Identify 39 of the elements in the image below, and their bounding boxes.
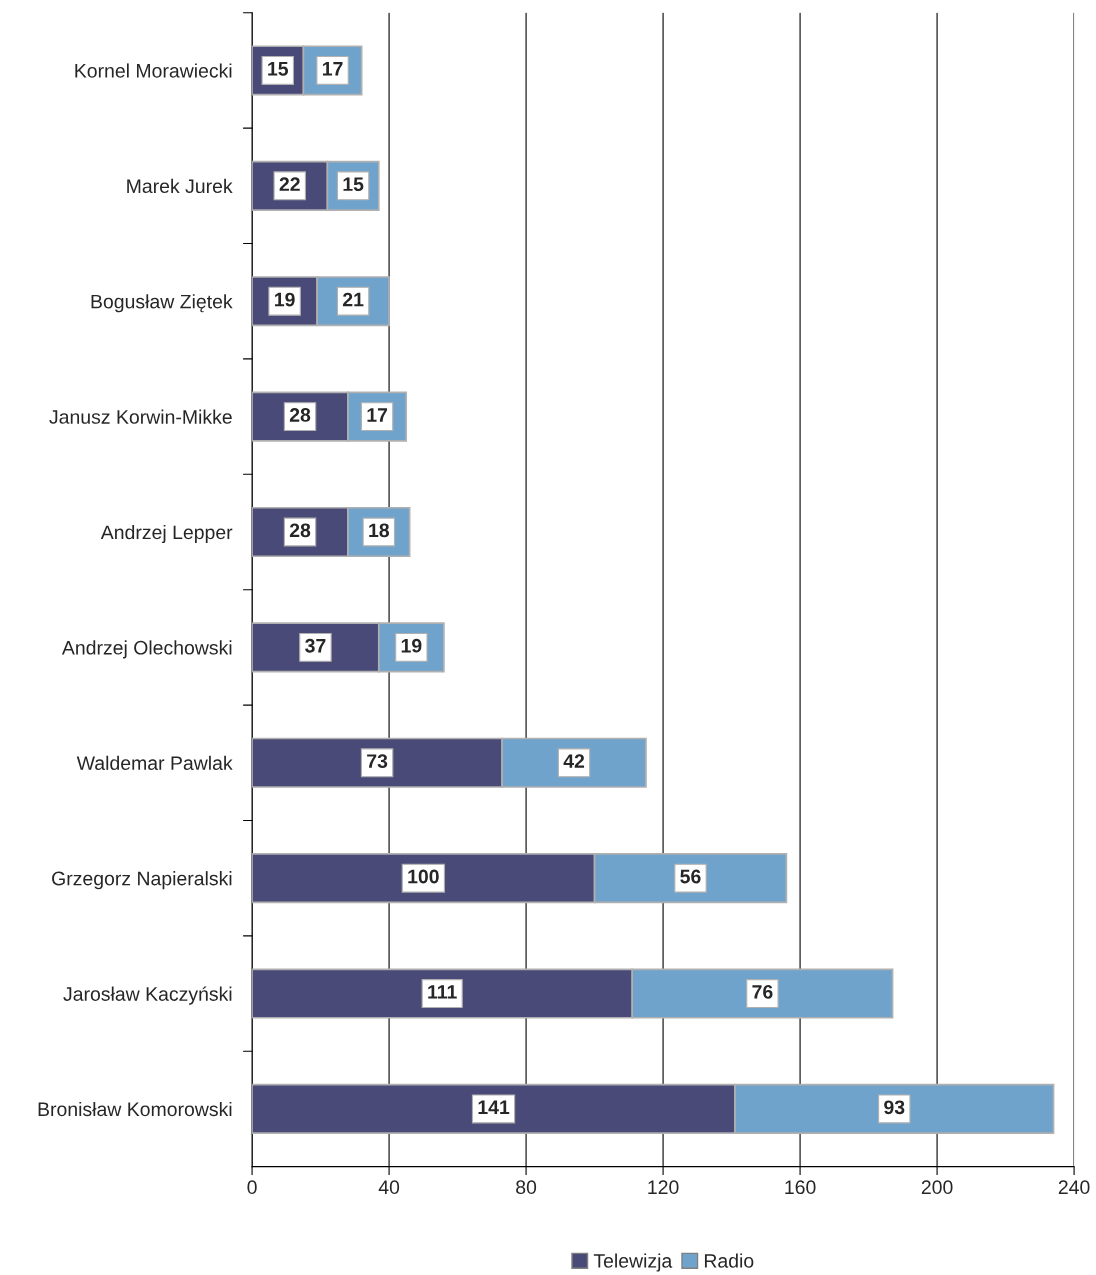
legend-label: Radio (704, 1253, 754, 1268)
legend-label: Telewizja (593, 1253, 673, 1272)
data-label: 17 (367, 408, 388, 422)
data-label: 42 (563, 754, 585, 768)
data-label: 19 (401, 638, 422, 653)
y-tick-label: Jarosław Kaczyński (63, 986, 232, 1005)
data-label: 19 (275, 292, 295, 307)
x-tick-label: 160 (785, 1180, 816, 1195)
x-tick-label: 240 (1058, 1180, 1090, 1195)
x-tick-label: 40 (378, 1180, 400, 1195)
data-label: 17 (322, 62, 343, 76)
data-label: 22 (279, 177, 300, 191)
data-label: 37 (305, 638, 326, 653)
y-tick-label: Bronisław Komorowski (38, 1101, 232, 1117)
data-label: 56 (680, 869, 701, 884)
x-tick-label: 200 (921, 1180, 953, 1195)
data-label: 141 (478, 1100, 510, 1114)
y-tick-label: Andrzej Olechowski (61, 640, 232, 659)
y-tick-label: Janusz Korwin-Mikke (49, 409, 232, 424)
y-tick-label: Andrzej Lepper (100, 524, 233, 544)
x-tick-label: 120 (648, 1180, 679, 1195)
data-label: 15 (268, 62, 289, 76)
data-label: 100 (408, 869, 439, 884)
data-label: 28 (289, 523, 311, 538)
data-label: 18 (369, 523, 390, 538)
y-tick-label: Grzegorz Napieralski (52, 871, 232, 890)
x-tick-label: 0 (247, 1180, 257, 1195)
x-tick-label: 80 (516, 1180, 537, 1195)
y-tick-label: Marek Jurek (127, 178, 233, 194)
data-label: 93 (884, 1100, 905, 1115)
data-label: 73 (367, 754, 388, 769)
data-label: 76 (752, 984, 773, 999)
y-tick-label: Bogusław Ziętek (91, 294, 233, 313)
y-tick-label: Kornel Morawiecki (75, 63, 232, 78)
data-label: 28 (289, 408, 311, 422)
data-label: 15 (343, 177, 364, 192)
data-label: 111 (428, 985, 457, 999)
data-label: 21 (342, 292, 364, 307)
y-tick-label: Waldemar Pawlak (76, 755, 233, 771)
